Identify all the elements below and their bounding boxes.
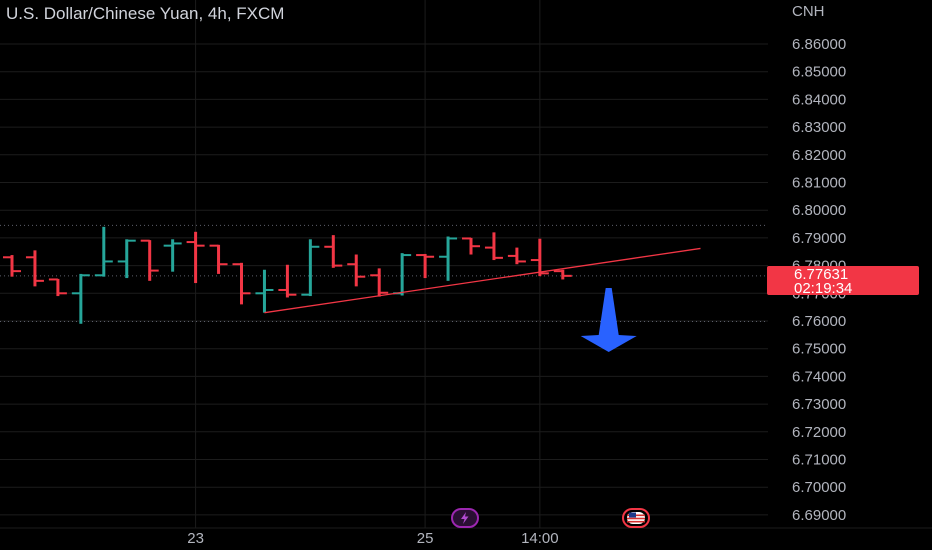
horizontal-levels: [0, 224, 768, 323]
ohlc-bar: [255, 269, 274, 313]
ohlc-bar: [370, 268, 389, 297]
y-tick-label: 6.70000: [792, 479, 846, 496]
last-price-value: 6.77631: [794, 266, 849, 283]
y-tick-label: 6.85000: [792, 64, 846, 81]
ohlc-bar: [163, 239, 182, 272]
price-axis[interactable]: 6.86000 6.85000 6.84000 6.83000 6.82000 6.810…: [792, 36, 846, 524]
y-tick-label: 6.84000: [792, 91, 846, 108]
ohlc-bar: [507, 247, 526, 265]
ohlc-bar: [301, 239, 320, 297]
trend-line: [264, 247, 701, 314]
y-tick-label: 6.80000: [792, 202, 846, 219]
ohlc-bar: [393, 253, 412, 296]
ohlc-bar: [94, 226, 113, 277]
ohlc-bar: [416, 253, 435, 279]
y-tick-label: 6.72000: [792, 424, 846, 441]
ohlc-bar: [117, 239, 136, 279]
grid-lines: [0, 0, 768, 528]
ohlc-bars: [3, 226, 572, 324]
y-tick-label: 6.82000: [792, 147, 846, 164]
ohlc-bar: [48, 278, 67, 297]
ohlc-bar: [25, 250, 44, 287]
ohlc-bar: [186, 231, 205, 284]
y-tick-label: 6.71000: [792, 452, 846, 469]
ohlc-bar: [324, 235, 343, 268]
y-tick-label: 6.79000: [792, 230, 846, 247]
ohlc-bar: [484, 232, 503, 261]
y-tick-label: 6.86000: [792, 36, 846, 53]
ohlc-bar: [278, 264, 297, 298]
y-tick-label: 6.74000: [792, 368, 846, 385]
x-tick-label: 23: [187, 530, 204, 547]
ohlc-bar: [553, 269, 572, 280]
ohlc-bar: [530, 238, 549, 277]
ohlc-bar: [209, 244, 228, 274]
y-tick-label: 6.81000: [792, 175, 846, 192]
y-tick-label: 6.76000: [792, 313, 846, 330]
currency-label: CNH: [792, 3, 825, 20]
y-tick-label: 6.73000: [792, 396, 846, 413]
ohlc-bar: [439, 236, 458, 281]
last-price-badge: 6.77631 02:19:34: [767, 266, 919, 297]
ohlc-bar: [140, 239, 159, 281]
bar-countdown: 02:19:34: [794, 280, 853, 297]
x-tick-label: 25: [417, 530, 434, 547]
down-arrow-icon: [580, 288, 637, 352]
time-axis[interactable]: 23 25 14:00: [0, 527, 932, 547]
ohlc-bar: [347, 254, 366, 287]
x-tick-label: 14:00: [521, 530, 559, 547]
y-tick-label: 6.83000: [792, 119, 846, 136]
y-tick-label: 6.69000: [792, 507, 846, 524]
ohlc-bar: [3, 255, 21, 277]
y-tick-label: 6.75000: [792, 341, 846, 358]
ohlc-bar: [232, 262, 251, 305]
drawings[interactable]: [264, 247, 701, 352]
ohlc-bar: [462, 237, 480, 255]
symbol-title[interactable]: U.S. Dollar/Chinese Yuan, 4h, FXCM: [6, 4, 285, 23]
ohlc-bar: [71, 273, 90, 324]
lightning-event-icon[interactable]: [451, 508, 479, 528]
us-flag-event-icon[interactable]: [622, 508, 650, 528]
